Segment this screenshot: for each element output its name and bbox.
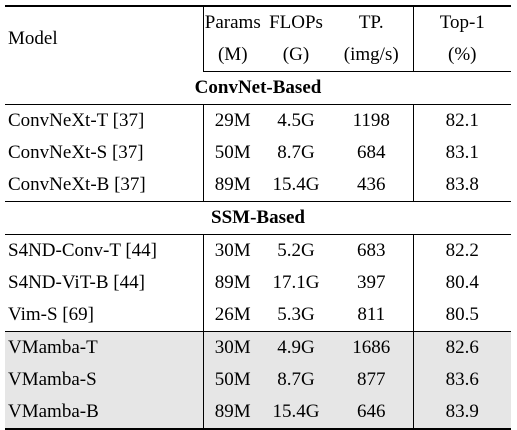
cell-model: Vim-S [69] (5, 299, 204, 332)
header-top1-unit: (%) (413, 39, 511, 72)
table-row: VMamba-B 89M 15.4G 646 83.9 (5, 396, 511, 430)
cell-top1: 83.1 (445, 142, 479, 163)
cell-flops: 5.3G (262, 299, 330, 332)
cell-model: VMamba-T (5, 331, 204, 364)
cell-tp: 1686 (330, 331, 414, 364)
cell-model: S4ND-Conv-T [44] (5, 234, 204, 267)
results-table: Model Params FLOPs TP. Top-1 (M) (G) (im… (5, 5, 511, 430)
cell-params: 89M (203, 169, 262, 202)
cell-top1: 82.6 (413, 331, 511, 364)
cell-top1: 80.4 (445, 272, 479, 293)
cell-flops: 4.5G (277, 110, 315, 131)
cell-top1: 82.1 (445, 110, 479, 131)
cell-top1: 82.2 (445, 240, 479, 261)
cell-model: ConvNeXt-B [37] (5, 169, 204, 202)
cell-tp: 877 (330, 364, 414, 396)
table-row: ConvNeXt-T [37] 29M 4.5G 1198 82.1 (5, 104, 511, 137)
header-flops: FLOPs (262, 5, 330, 39)
cell-tp: 811 (330, 299, 414, 332)
cell-flops: 5.2G (277, 240, 315, 261)
cell-flops: 15.4G (262, 396, 330, 430)
table-row: Vim-S [69] 26M 5.3G 811 80.5 (5, 299, 511, 332)
header-tp-unit: (img/s) (330, 39, 414, 72)
cell-top1: 83.9 (413, 396, 511, 430)
header-row-2: (M) (G) (img/s) (%) (5, 39, 511, 72)
section-title: ConvNet-Based (5, 71, 511, 105)
cell-tp: 436 (330, 169, 414, 202)
header-params-unit: (M) (203, 39, 262, 72)
header-top1: Top-1 (413, 5, 511, 39)
cell-top1: 80.5 (413, 299, 511, 332)
table-row: ConvNeXt-S [37] 50M 8.7G 684 83.1 (5, 137, 511, 169)
cell-params: 89M (214, 272, 251, 293)
cell-model: ConvNeXt-T [37] (5, 104, 204, 137)
cell-params: 30M (203, 331, 262, 364)
cell-flops: 4.9G (262, 331, 330, 364)
cell-flops: 8.7G (277, 142, 315, 163)
header-model: Model (5, 5, 204, 72)
table-row: VMamba-T 30M 4.9G 1686 82.6 (5, 331, 511, 364)
cell-tp: 683 (330, 234, 414, 267)
cell-tp: 646 (330, 396, 414, 430)
section-title: SSM-Based (5, 201, 511, 235)
cell-params: 26M (203, 299, 262, 332)
table-row: VMamba-S 50M 8.7G 877 83.6 (5, 364, 511, 396)
table-body: ConvNet-Based ConvNeXt-T [37] 29M 4.5G 1198 8… (5, 71, 511, 430)
cell-params: 30M (214, 240, 251, 261)
cell-params: 50M (203, 364, 262, 396)
cell-tp: 397 (330, 267, 414, 299)
section-header: ConvNet-Based (5, 71, 511, 105)
header-row-1: Model Params FLOPs TP. Top-1 (5, 5, 511, 72)
table-row: ConvNeXt-B [37] 89M 15.4G 436 83.8 (5, 169, 511, 202)
section-header: SSM-Based (5, 201, 511, 235)
cell-flops: 17.1G (272, 272, 320, 293)
cell-params: 29M (214, 110, 251, 131)
cell-flops: 15.4G (262, 169, 330, 202)
cell-model: VMamba-S (5, 364, 204, 396)
cell-tp: 1198 (330, 104, 414, 137)
cell-top1: 83.6 (413, 364, 511, 396)
cell-model: S4ND-ViT-B [44] (5, 267, 204, 299)
table-row: S4ND-Conv-T [44] 30M 5.2G 683 82.2 (5, 234, 511, 267)
header-params: Params (203, 5, 262, 39)
cell-top1: 83.8 (413, 169, 511, 202)
header-flops-unit: (G) (262, 39, 330, 72)
cell-flops: 8.7G (262, 364, 330, 396)
header-tp: TP. (330, 5, 414, 39)
table-row: S4ND-ViT-B [44] 89M 17.1G 397 80.4 (5, 267, 511, 299)
cell-model: VMamba-B (5, 396, 204, 430)
cell-params: 50M (214, 142, 251, 163)
cell-model: ConvNeXt-S [37] (5, 137, 204, 169)
cell-tp: 684 (330, 137, 414, 169)
cell-params: 89M (203, 396, 262, 430)
